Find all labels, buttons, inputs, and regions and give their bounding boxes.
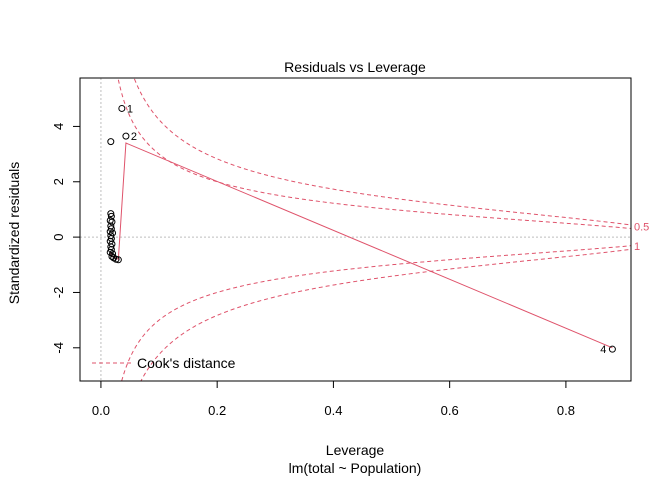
y-tick-label: 2 — [51, 178, 66, 185]
cooks-curve-1-upper — [133, 78, 631, 226]
y-tick-label: -4 — [51, 342, 66, 354]
cooks-level-label: 0.5 — [634, 222, 649, 234]
x-tick-label: 0.2 — [208, 403, 226, 418]
x-axis: 0.0 0.2 0.4 0.6 0.8 — [92, 380, 575, 418]
y-axis: -4 -2 0 2 4 — [51, 123, 81, 354]
data-point — [122, 132, 130, 140]
point-label: 2 — [131, 131, 137, 143]
reference-lines — [80, 78, 631, 381]
cooks-curve-0.5-upper — [117, 78, 631, 230]
x-axis-label: Leverage — [326, 442, 385, 458]
point-label: 1 — [127, 103, 133, 115]
data-points: 1 2 4 — [106, 103, 616, 356]
x-tick-label: 0.8 — [557, 403, 575, 418]
y-axis-label: Standardized residuals — [6, 162, 22, 304]
data-point — [118, 104, 126, 112]
chart-title: Residuals vs Leverage — [284, 59, 426, 75]
x-tick-label: 0.0 — [92, 403, 110, 418]
y-tick-label: 4 — [51, 123, 66, 130]
cooks-curve-1-lower — [140, 248, 631, 381]
data-point — [114, 256, 122, 264]
data-point — [608, 345, 616, 353]
y-tick-label: 0 — [51, 233, 66, 240]
x-tick-label: 0.6 — [441, 403, 459, 418]
smooth-line-layer — [109, 142, 613, 349]
data-point — [107, 138, 115, 146]
data-point — [107, 210, 115, 218]
point-label: 4 — [600, 344, 606, 356]
chart-subtitle: lm(total ~ Population) — [289, 460, 422, 476]
smooth-line — [109, 142, 613, 349]
y-tick-label: -2 — [51, 287, 66, 299]
cooks-distance-curves — [117, 78, 631, 381]
legend-label: Cook's distance — [137, 355, 236, 371]
legend: Cook's distance — [92, 355, 236, 371]
data-point — [109, 250, 117, 258]
data-point — [108, 218, 116, 226]
cooks-curve-0.5-lower — [121, 245, 631, 381]
x-tick-label: 0.4 — [324, 403, 342, 418]
cooks-level-label: 1 — [634, 241, 640, 253]
plot-frame — [79, 77, 632, 382]
